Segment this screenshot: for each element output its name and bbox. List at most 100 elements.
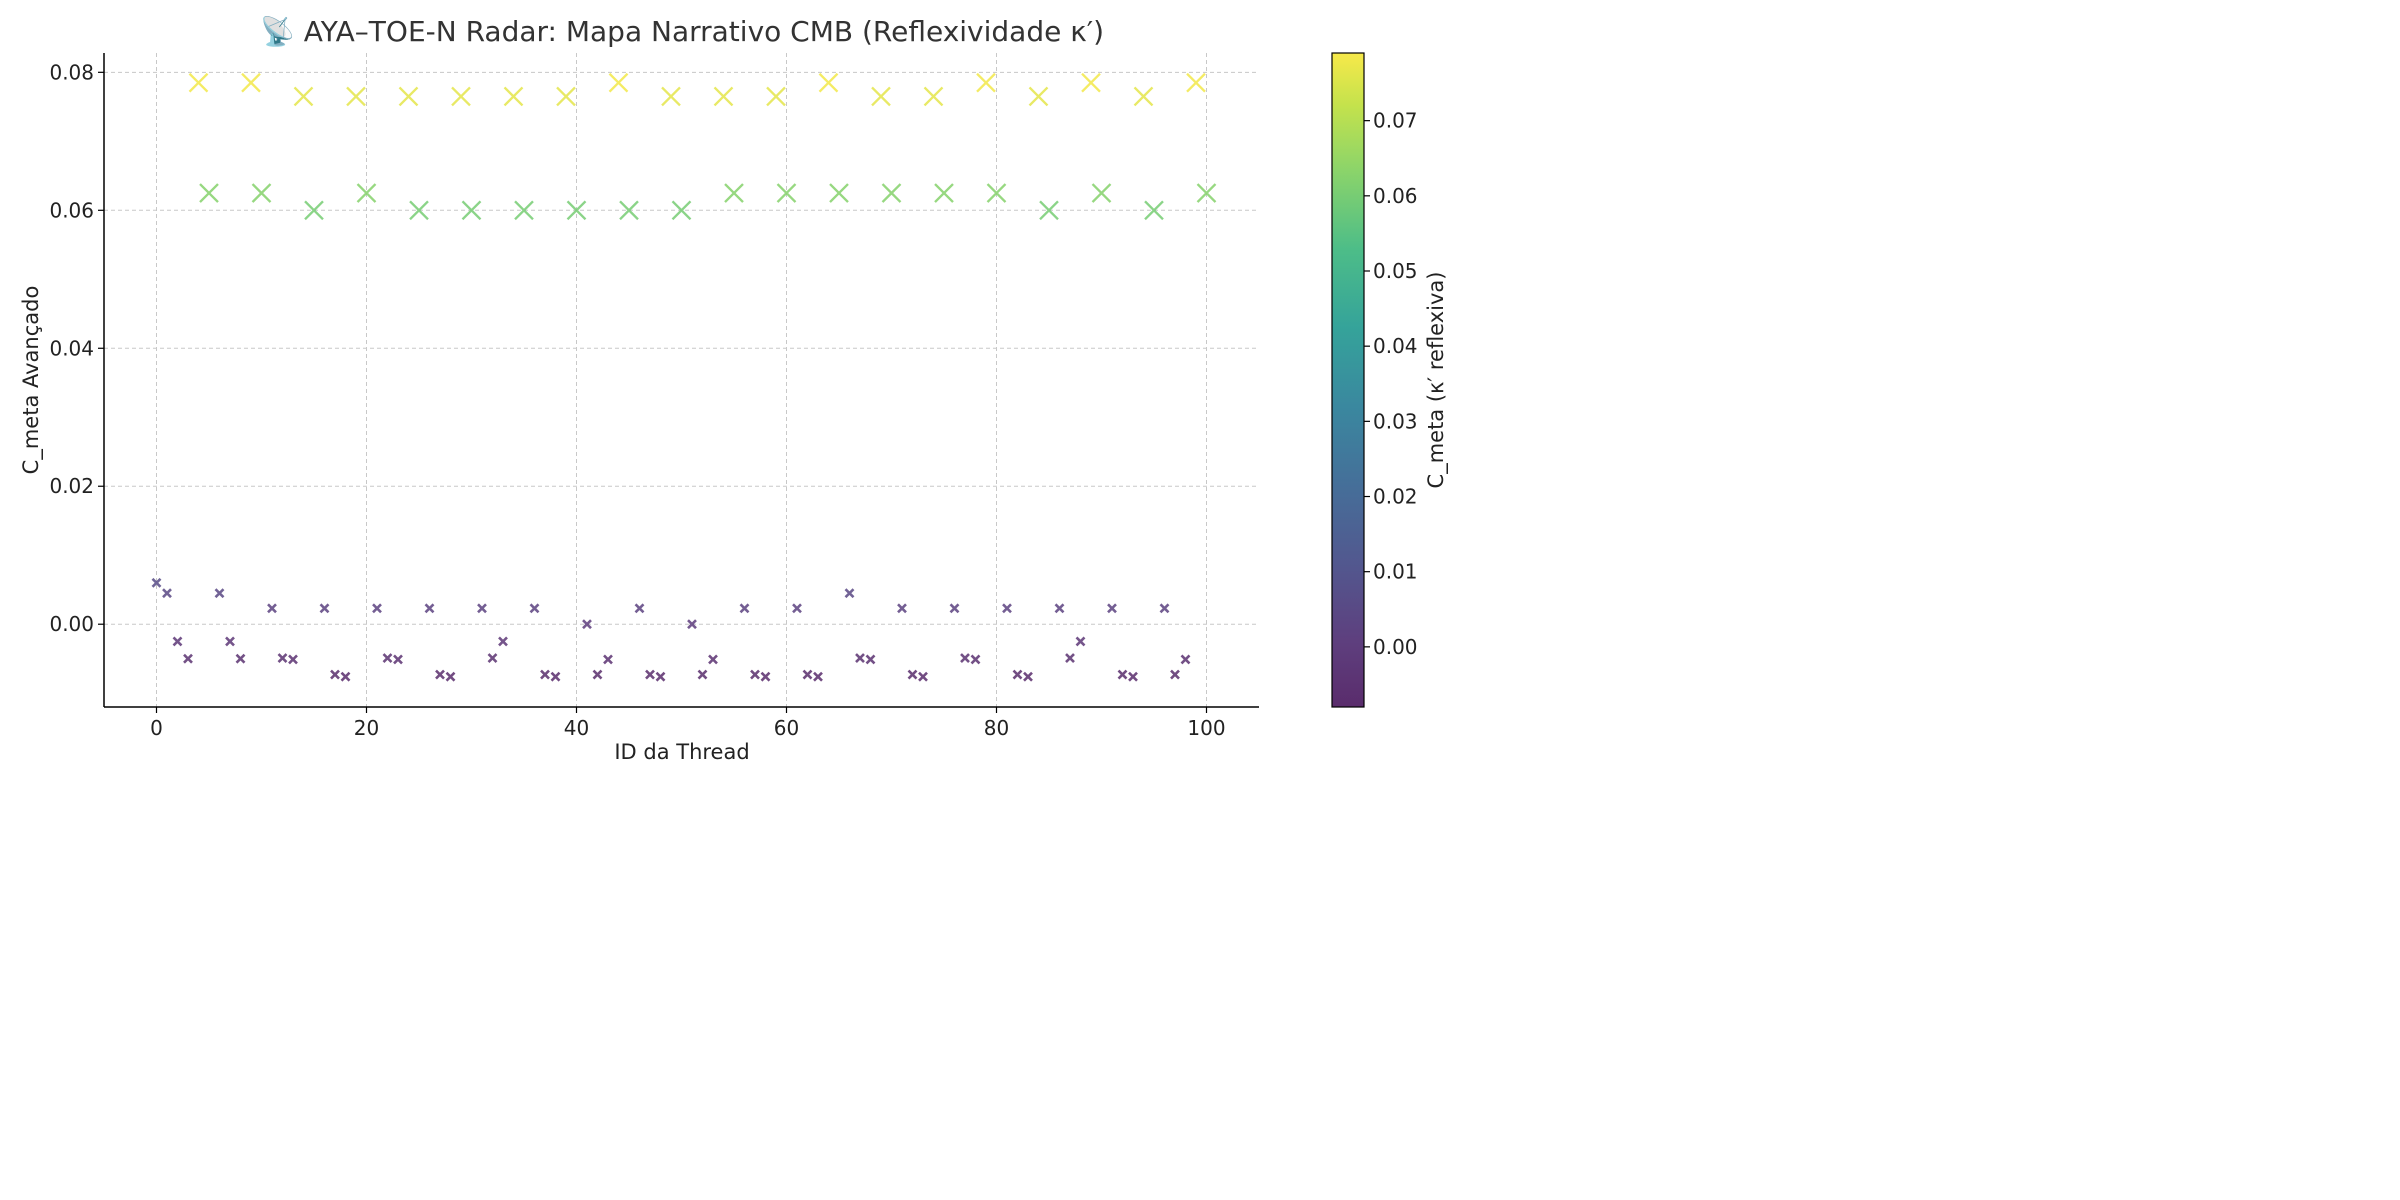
data-point [829, 183, 849, 203]
data-point [713, 86, 734, 107]
data-point [540, 669, 550, 680]
data-point [288, 654, 298, 665]
data-point [503, 86, 524, 107]
data-point [881, 183, 902, 203]
data-point [556, 86, 576, 107]
colorbar-tick-label: 0.01 [1373, 560, 1418, 584]
data-point [372, 603, 382, 614]
data-point [1075, 636, 1086, 647]
data-point [162, 588, 172, 599]
data-point [897, 603, 907, 614]
y-tick-label: 0.08 [49, 60, 94, 84]
data-point [655, 671, 666, 682]
data-point [1065, 653, 1075, 663]
y-tick-label: 0.04 [49, 336, 94, 360]
colorbar-tick-label: 0.03 [1373, 409, 1418, 433]
data-point [1159, 603, 1170, 614]
data-point [934, 183, 954, 203]
data-point [487, 653, 498, 663]
data-point [1023, 671, 1033, 682]
data-point [477, 603, 487, 614]
colorbar-tick-label: 0.06 [1373, 184, 1418, 208]
data-point [645, 669, 655, 680]
colorbar: 0.00 0.01 0.02 0.03 0.04 0.05 0.06 0.07 [1331, 52, 1418, 708]
data-point [1117, 669, 1128, 680]
data-point [529, 603, 540, 614]
data-point [277, 653, 288, 663]
axes: 0 20 40 60 80 100 0.00 0.02 0.04 0.06 0.08 [49, 53, 1259, 740]
data-point [687, 619, 697, 630]
data-points [151, 72, 1217, 682]
colorbar-gradient [1331, 52, 1365, 708]
data-point [792, 603, 802, 614]
data-point [267, 603, 277, 614]
y-tick-label: 0.02 [49, 474, 94, 498]
data-point [409, 200, 429, 221]
data-point [382, 653, 393, 663]
data-point [514, 200, 534, 221]
y-tick-label: 0.06 [49, 198, 94, 222]
data-point [1144, 200, 1164, 221]
colorbar-tick-label: 0.02 [1373, 485, 1418, 509]
data-point [776, 183, 797, 203]
data-point [976, 72, 996, 93]
data-point [356, 183, 377, 203]
data-point [818, 72, 839, 93]
data-point [802, 669, 813, 680]
colorbar-tick-label: 0.07 [1373, 109, 1418, 133]
data-point [1196, 183, 1217, 203]
data-point [907, 669, 918, 680]
data-point [346, 86, 366, 107]
data-point [1012, 669, 1023, 680]
data-point [424, 603, 435, 614]
data-point [619, 200, 639, 221]
data-point [603, 654, 613, 665]
data-point [1133, 86, 1154, 107]
data-point [199, 183, 219, 203]
data-point [760, 671, 771, 682]
data-point [918, 671, 928, 682]
data-point [330, 669, 340, 680]
data-point [1107, 603, 1117, 614]
data-point [340, 671, 351, 682]
data-point [949, 603, 960, 614]
x-tick-label: 40 [564, 716, 589, 740]
data-point [293, 86, 314, 107]
data-point [188, 72, 209, 93]
colorbar-tick-label: 0.05 [1373, 259, 1418, 283]
data-point [697, 669, 708, 680]
data-point [251, 183, 272, 203]
data-point [151, 577, 162, 588]
data-point [1186, 72, 1206, 93]
y-axis-label: C_meta Avançado [19, 286, 44, 475]
data-point [1028, 86, 1049, 107]
colorbar-label: C_meta (κ′ reflexiva) [1424, 272, 1449, 489]
data-point [1002, 603, 1012, 614]
data-point [550, 671, 561, 682]
data-point [923, 86, 944, 107]
data-point [724, 183, 744, 203]
data-point [855, 653, 865, 663]
data-point [1039, 200, 1059, 221]
y-tick-label: 0.00 [49, 612, 94, 636]
data-point [393, 654, 403, 665]
data-point [970, 654, 981, 665]
data-point [708, 654, 718, 665]
data-point [445, 671, 456, 682]
data-point [1170, 669, 1180, 680]
colorbar-tick-label: 0.04 [1373, 334, 1418, 358]
data-point [865, 654, 876, 665]
chart-title: 📡 AYA–TOE-N Radar: Mapa Narrativo CMB (R… [260, 13, 1104, 48]
data-point [671, 200, 692, 221]
data-point [844, 588, 855, 599]
data-point [592, 669, 603, 680]
data-point [1091, 183, 1112, 203]
x-tick-label: 0 [150, 716, 163, 740]
data-point [319, 603, 330, 614]
data-point [1128, 671, 1138, 682]
data-point [566, 200, 587, 221]
data-point [225, 636, 235, 647]
data-point [398, 86, 419, 107]
data-point [214, 588, 225, 599]
